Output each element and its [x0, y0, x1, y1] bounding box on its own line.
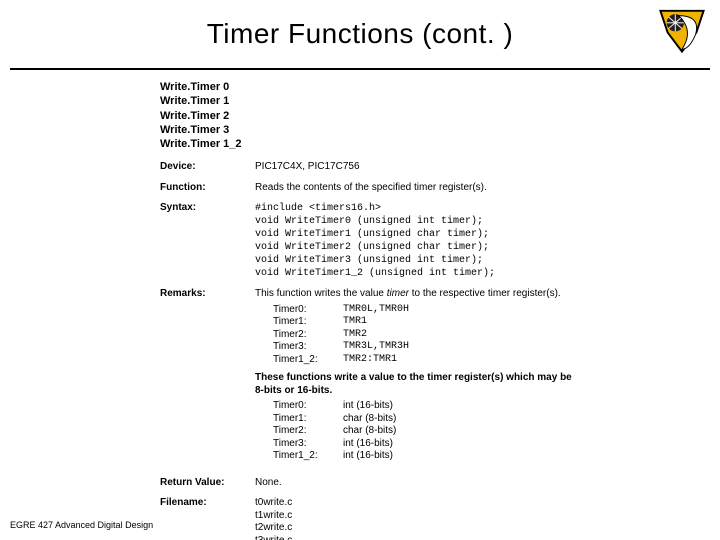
function-name: Write.Timer 1_2: [160, 137, 580, 151]
document-excerpt: Write.Timer 0 Write.Timer 1 Write.Timer …: [160, 80, 580, 540]
slide-footer: EGRE 427 Advanced Digital Design: [10, 520, 153, 530]
device-row: Device: PIC17C4X, PIC17C756: [160, 161, 580, 174]
remarks-row: Remarks: This function writes the value …: [160, 288, 580, 469]
function-label: Function:: [160, 182, 255, 195]
function-names: Write.Timer 0 Write.Timer 1 Write.Timer …: [160, 80, 580, 151]
function-name: Write.Timer 2: [160, 109, 580, 123]
return-row: Return Value: None.: [160, 477, 580, 490]
return-value: None.: [255, 477, 580, 490]
device-label: Device:: [160, 161, 255, 174]
remarks-mid: These functions write a value to the tim…: [255, 372, 580, 397]
function-name: Write.Timer 3: [160, 123, 580, 137]
function-name: Write.Timer 1: [160, 94, 580, 108]
filename-list: t0write.c t1write.c t2write.c t3write.c: [255, 497, 580, 540]
register-table: Timer0:TMR0L,TMR0H Timer1:TMR1 Timer2:TM…: [273, 304, 580, 367]
slide-container: Timer Functions (cont. ) Write.Timer 0 W…: [0, 0, 720, 540]
filename-row: Filename: t0write.c t1write.c t2write.c …: [160, 497, 580, 540]
syntax-row: Syntax: #include <timers16.h> void Write…: [160, 202, 580, 280]
remarks-body: This function writes the value timer to …: [255, 288, 580, 469]
remarks-intro: This function writes the value timer to …: [255, 288, 580, 301]
syntax-code: #include <timers16.h> void WriteTimer0 (…: [255, 202, 580, 280]
device-value: PIC17C4X, PIC17C756: [255, 161, 580, 174]
filename-label: Filename:: [160, 497, 255, 540]
function-name: Write.Timer 0: [160, 80, 580, 94]
return-label: Return Value:: [160, 477, 255, 490]
bits-table: Timer0:int (16-bits) Timer1:char (8-bits…: [273, 400, 580, 463]
syntax-label: Syntax:: [160, 202, 255, 280]
title-rule: [10, 68, 710, 70]
slide-title: Timer Functions (cont. ): [0, 18, 720, 50]
remarks-label: Remarks:: [160, 288, 255, 469]
function-row: Function: Reads the contents of the spec…: [160, 182, 580, 195]
function-value: Reads the contents of the specified time…: [255, 182, 580, 195]
